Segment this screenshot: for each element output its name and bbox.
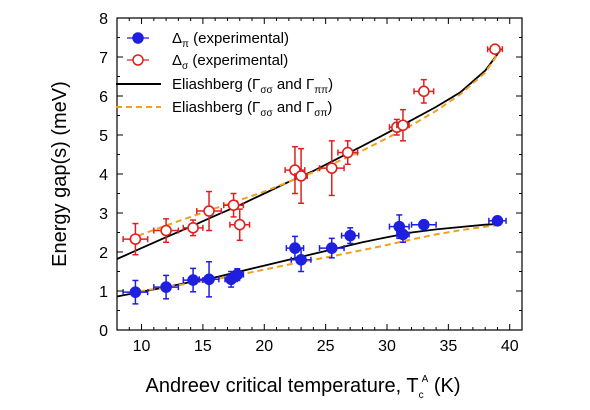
delta-sigma-marker xyxy=(341,146,354,159)
x-axis-label-main: Andreev critical temperature, T xyxy=(146,375,419,397)
delta-pi-marker xyxy=(203,273,215,286)
x-axis-label-unit: (K) xyxy=(428,375,460,397)
data-markers xyxy=(122,43,507,305)
delta-pi-point xyxy=(340,227,360,245)
x-tick-label: 15 xyxy=(194,338,212,355)
y-tick-label: 6 xyxy=(99,89,108,106)
delta-sigma-marker xyxy=(295,170,307,182)
legend-label-delta-sigma: Δσ (experimental) xyxy=(172,52,288,72)
delta-sigma-point xyxy=(396,108,410,142)
delta-pi-point xyxy=(318,237,345,259)
delta-pi-marker xyxy=(344,229,356,242)
legend-item-delta-sigma: Δσ (experimental) xyxy=(127,52,288,72)
delta-pi-point xyxy=(122,279,149,305)
delta-sigma-point xyxy=(223,192,245,218)
x-axis-label-sup: A xyxy=(422,374,429,385)
delta-sigma-marker xyxy=(227,199,240,211)
y-tick-label: 2 xyxy=(99,245,108,262)
delta-pi-marker xyxy=(325,242,338,254)
delta-sigma-marker xyxy=(203,205,215,217)
delta-sigma-marker xyxy=(418,85,430,98)
y-tick-label: 3 xyxy=(99,206,108,223)
delta-sigma-point xyxy=(486,43,504,56)
legend-label-eliashberg-sigmapi: Eliashberg (Γσσ and Γσπ) xyxy=(172,99,332,119)
fit-curves xyxy=(116,48,502,298)
y-tick-label: 8 xyxy=(99,11,108,28)
delta-pi-marker xyxy=(418,218,430,231)
delta-sigma-point xyxy=(294,147,308,204)
delta-pi-marker xyxy=(129,286,142,298)
x-tick-label: 40 xyxy=(501,338,519,355)
delta-sigma-point xyxy=(153,218,180,243)
x-tick-label: 20 xyxy=(255,338,273,355)
legend-item-eliashberg-sigmapi: Eliashberg (Γσσ and Γσπ) xyxy=(116,99,332,119)
delta-sigma-point xyxy=(122,222,149,256)
legend-marker-delta-pi xyxy=(132,32,144,44)
legend-item-delta-pi: Δπ (experimental) xyxy=(127,30,289,50)
delta-pi-point xyxy=(198,261,220,298)
delta-sigma-marker xyxy=(233,218,246,231)
delta-sigma-point xyxy=(318,140,345,197)
delta-sigma-point xyxy=(182,219,204,237)
legend-label-delta-pi: Δπ (experimental) xyxy=(172,30,289,50)
legend: Δπ (experimental) Δσ (experimental) Elia… xyxy=(116,30,333,119)
y-tick-label: 1 xyxy=(99,284,108,301)
delta-sigma-marker xyxy=(187,222,199,234)
x-axis-label-sub: c xyxy=(419,390,424,401)
y-tick-label: 4 xyxy=(99,167,108,184)
delta-sigma-point xyxy=(337,140,359,165)
eliashberg-pipi-curve-sigma xyxy=(116,48,502,260)
delta-sigma-point xyxy=(229,208,251,242)
y-tick-label: 5 xyxy=(99,128,108,145)
x-tick-label: 35 xyxy=(439,338,457,355)
y-tick-label: 7 xyxy=(99,50,108,67)
x-tick-label: 30 xyxy=(378,338,396,355)
delta-pi-point xyxy=(290,247,312,273)
legend-item-eliashberg-pipi: Eliashberg (Γσσ and Γππ) xyxy=(116,76,333,96)
eliashberg-sigmapi-curve-sigma xyxy=(128,48,502,242)
delta-pi-marker xyxy=(187,274,199,286)
delta-pi-point xyxy=(488,215,507,227)
x-tick-label: 10 xyxy=(133,338,151,355)
delta-sigma-point xyxy=(196,190,223,232)
delta-sigma-marker xyxy=(160,224,172,237)
delta-pi-point xyxy=(410,218,437,231)
legend-label-eliashberg-pipi: Eliashberg (Γσσ and Γππ) xyxy=(172,76,333,96)
delta-pi-marker xyxy=(491,215,504,227)
y-axis-label: Energy gap(s) (meV) xyxy=(49,81,71,267)
delta-sigma-marker xyxy=(397,119,409,132)
delta-pi-point xyxy=(230,268,245,282)
delta-pi-point xyxy=(153,274,180,300)
delta-sigma-marker xyxy=(489,43,501,56)
delta-sigma-marker xyxy=(325,162,338,174)
y-tick-label: 0 xyxy=(99,323,108,340)
delta-pi-marker xyxy=(231,268,244,281)
delta-pi-marker xyxy=(160,281,172,293)
delta-pi-marker xyxy=(397,228,409,241)
axis-ticks: 10 15 20 25 30 35 40 0 1 2 3 4 5 6 7 8 xyxy=(99,11,523,355)
eliashberg-sigmapi-curve-pi xyxy=(129,223,502,294)
x-axis-label: Andreev critical temperature, TcA (K) xyxy=(146,374,461,401)
legend-marker-delta-sigma xyxy=(132,54,144,66)
delta-sigma-marker xyxy=(129,233,142,245)
delta-pi-point xyxy=(396,225,410,243)
delta-pi-marker xyxy=(295,253,307,266)
delta-sigma-point xyxy=(413,78,435,104)
x-tick-label: 25 xyxy=(317,338,335,355)
